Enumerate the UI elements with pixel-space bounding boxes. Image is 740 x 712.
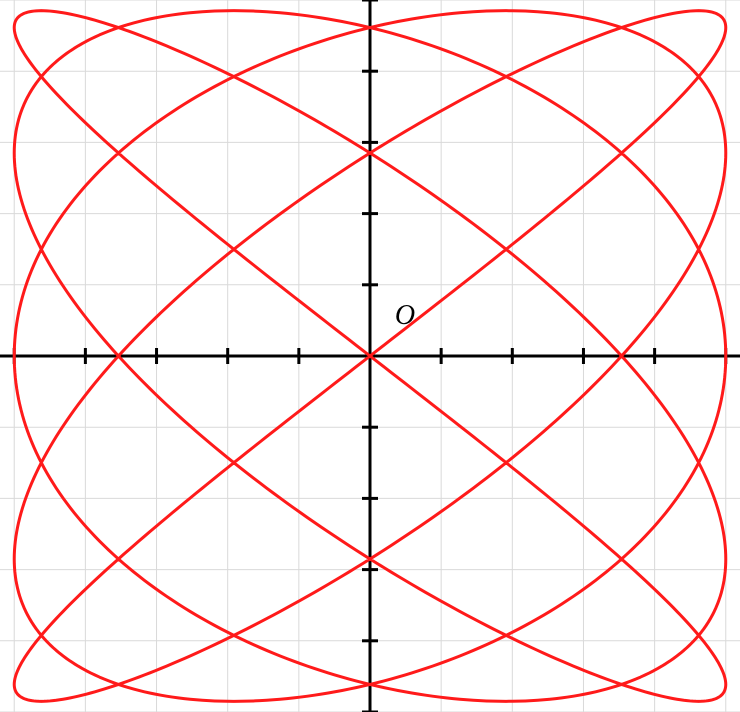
origin-label: O — [395, 300, 415, 331]
lissajous-plot: O — [0, 0, 740, 712]
